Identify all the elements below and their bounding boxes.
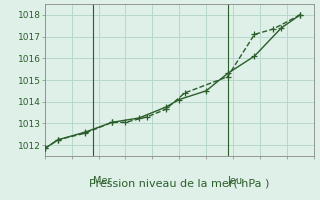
Text: Jeu: Jeu — [228, 176, 243, 186]
X-axis label: Pression niveau de la mer( hPa ): Pression niveau de la mer( hPa ) — [89, 178, 269, 188]
Text: Mer: Mer — [93, 176, 112, 186]
